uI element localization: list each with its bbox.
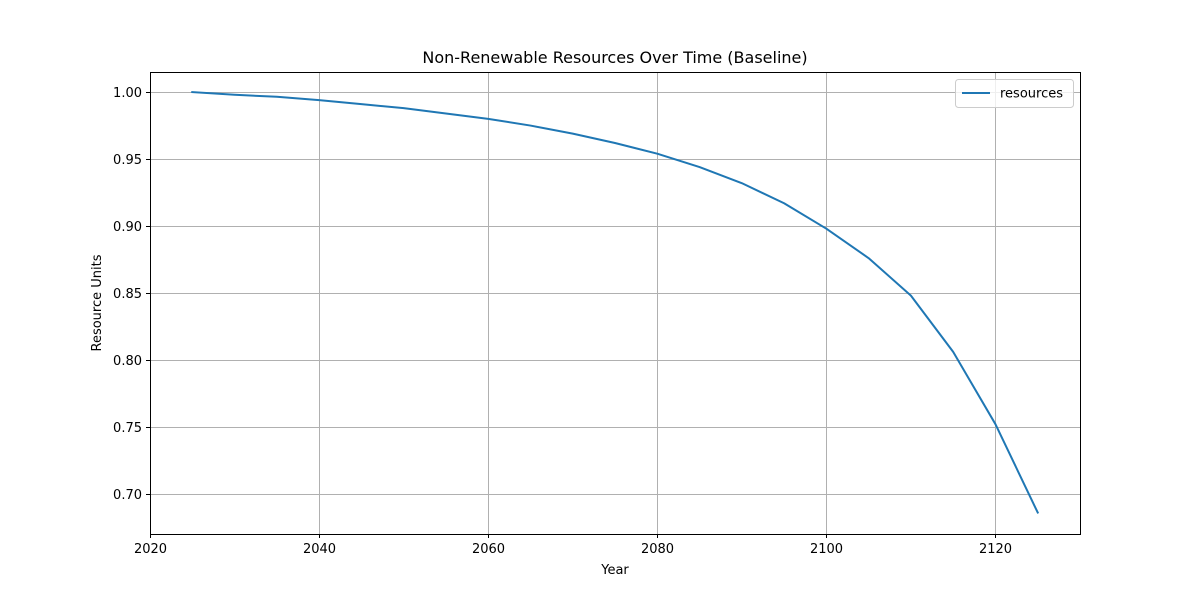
y-tick-label: 0.80 (113, 354, 142, 369)
chart-title: Non-Renewable Resources Over Time (Basel… (422, 48, 807, 67)
axes-frame (150, 72, 1081, 535)
labels: Non-Renewable Resources Over Time (Basel… (90, 48, 808, 578)
legend-box (955, 79, 1074, 108)
x-tick-label: 2100 (810, 542, 843, 557)
x-axis-label: Year (600, 563, 629, 578)
grid (150, 72, 1080, 534)
series-line-resources (191, 91, 1040, 514)
x-tick-label: 2020 (134, 542, 167, 557)
y-tick-label: 1.00 (113, 86, 142, 101)
legend: resources (955, 79, 1074, 108)
x-tick-label: 2120 (979, 542, 1012, 557)
series-layer (191, 91, 1040, 514)
x-tick-label: 2060 (472, 542, 505, 557)
x-tick-label: 2080 (641, 542, 674, 557)
ticks: 2020 2040 2060 2080 2100 2120 0.70 0.75 0.80 0.85… (113, 86, 1012, 557)
y-tick-label: 0.95 (113, 153, 142, 168)
y-tick-label: 0.75 (113, 421, 142, 436)
y-tick-label: 0.70 (113, 488, 142, 503)
y-tick-label: 0.85 (113, 287, 142, 302)
x-tick-label: 2040 (303, 542, 336, 557)
y-tick-label: 0.90 (113, 220, 142, 235)
y-axis-label: Resource Units (90, 254, 105, 351)
legend-entry: resources (1000, 87, 1063, 102)
